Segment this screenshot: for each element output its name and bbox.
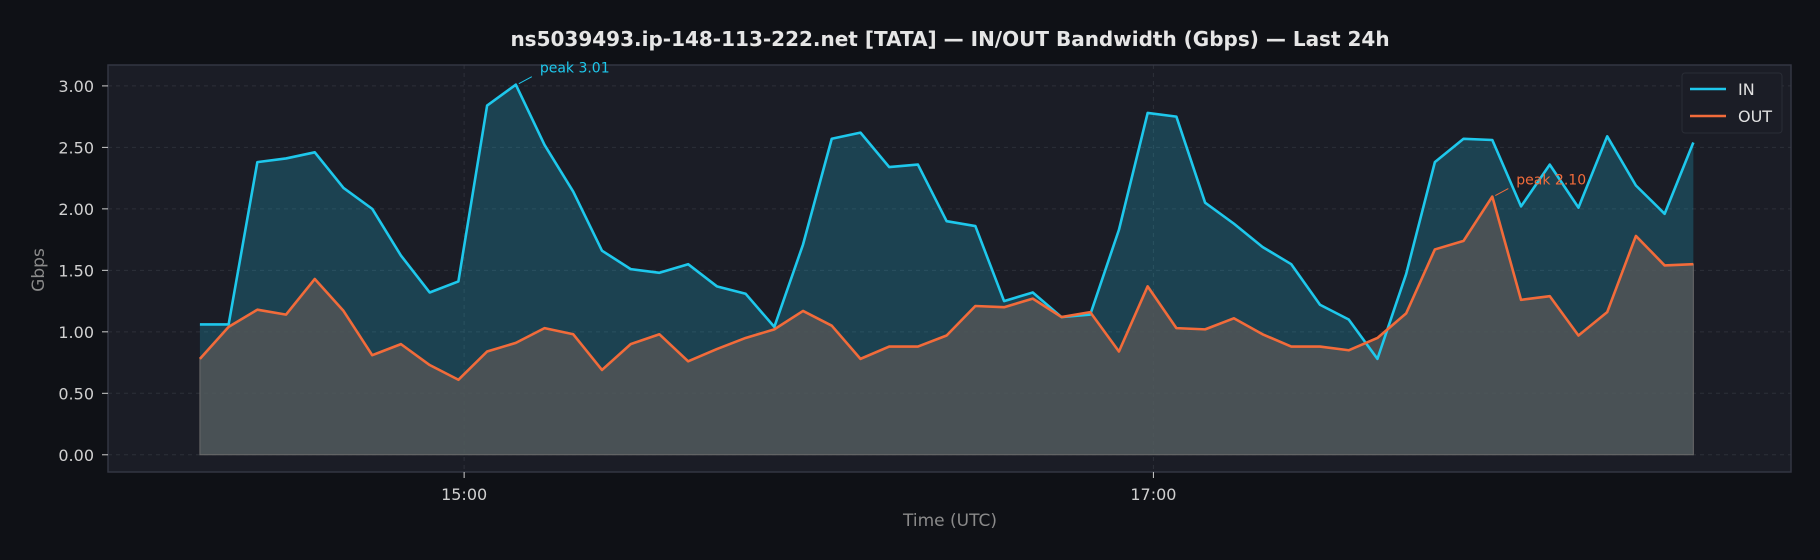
y-tick-label: 0.00	[58, 446, 94, 465]
annotations: peak 3.01 peak 2.10	[518, 61, 1586, 197]
y-tick-label: 0.50	[58, 384, 94, 403]
y-axis-label: Gbps	[29, 248, 49, 292]
y-tick-label: 1.00	[58, 323, 94, 342]
annotation-label: peak 2.10	[1516, 173, 1586, 189]
x-axis: 15:00 17:00	[441, 472, 1176, 504]
y-tick-label: 3.00	[58, 77, 94, 96]
legend: IN OUT	[1681, 72, 1783, 134]
x-axis-label: Time (UTC)	[902, 511, 997, 531]
series-line-in	[199, 83, 1695, 361]
y-tick-label: 2.50	[58, 138, 94, 157]
legend-label-out: OUT	[1738, 107, 1772, 126]
y-axis: 0.00 0.50 1.00 1.50 2.00 2.50 3.00	[58, 77, 108, 465]
series-line-out	[198, 195, 1694, 382]
annotation-label: peak 3.01	[540, 61, 610, 77]
y-tick-label: 2.00	[58, 200, 94, 219]
y-tick-label: 1.50	[58, 261, 94, 280]
series-lines	[198, 83, 1695, 382]
annotation-pointer	[518, 76, 533, 85]
x-tick-label: 17:00	[1130, 485, 1176, 504]
chart-title: ns5039493.ip-148-113-222.net [TATA] — IN…	[510, 27, 1389, 51]
annotation-pointer	[1495, 188, 1509, 197]
x-tick-label: 15:00	[441, 485, 487, 504]
legend-label-in: IN	[1738, 80, 1755, 99]
